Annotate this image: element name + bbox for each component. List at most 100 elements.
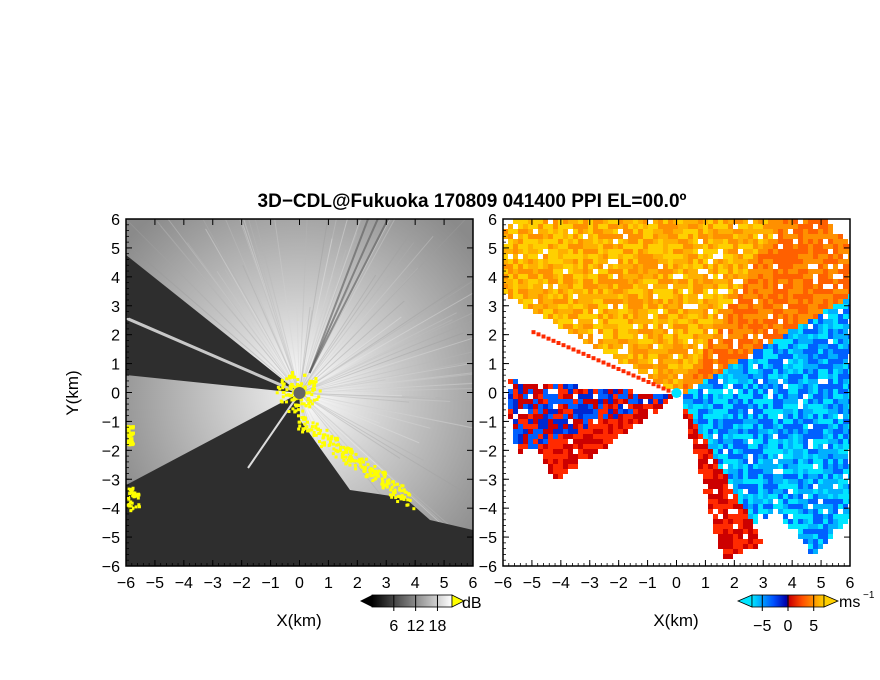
velocity-pixel — [538, 234, 543, 239]
velocity-pixel — [628, 224, 633, 229]
velocity-pixel — [533, 279, 538, 284]
velocity-pixel — [803, 404, 808, 409]
velocity-pixel — [708, 354, 713, 359]
velocity-pixel — [623, 394, 628, 399]
velocity-pixel — [763, 419, 768, 424]
velocity-pixel — [793, 489, 798, 494]
velocity-pixel — [583, 389, 588, 394]
velocity-pixel — [758, 409, 763, 414]
velocity-pixel — [608, 409, 613, 414]
velocity-pixel — [738, 394, 743, 399]
reflectivity-streak — [299, 373, 473, 394]
velocity-pixel — [788, 269, 793, 274]
velocity-pixel — [678, 384, 683, 389]
reflectivity-streak — [299, 392, 378, 468]
velocity-pixel — [588, 244, 593, 249]
velocity-pixel — [728, 429, 733, 434]
velocity-pixel — [808, 219, 813, 224]
velocity-pixel — [663, 379, 668, 384]
velocity-pixel — [548, 229, 553, 234]
velocity-pixel — [783, 439, 788, 444]
velocity-pixel — [718, 304, 723, 309]
velocity-pixel — [673, 344, 678, 349]
velocity-pixel — [738, 259, 743, 264]
velocity-pixel — [743, 314, 748, 319]
velocity-pixel — [758, 364, 763, 369]
velocity-pixel — [568, 284, 573, 289]
velocity-pixel — [808, 409, 813, 414]
reflectivity-echo-pixel — [377, 469, 381, 473]
velocity-pixel — [573, 304, 578, 309]
velocity-pixel — [848, 364, 850, 369]
velocity-pixel — [698, 449, 703, 454]
reflectivity-echo-pixel — [127, 497, 131, 501]
velocity-pixel — [728, 289, 733, 294]
velocity-pixel — [798, 259, 803, 264]
velocity-pixel — [703, 434, 708, 439]
velocity-pixel — [548, 464, 553, 469]
velocity-pixel — [538, 439, 543, 444]
velocity-pixel — [708, 279, 713, 284]
velocity-pixel — [573, 404, 578, 409]
reflectivity-echo-pixel — [393, 488, 397, 492]
velocity-pixel — [548, 284, 553, 289]
velocity-pixel — [803, 364, 808, 369]
velocity-pixel — [608, 254, 613, 259]
velocity-pixel — [808, 514, 813, 519]
velocity-pixel — [718, 544, 723, 549]
velocity-pixel — [823, 339, 828, 344]
velocity-pixel — [843, 464, 848, 469]
velocity-pixel — [533, 284, 538, 289]
velocity-pixel — [693, 274, 698, 279]
velocity-pixel — [568, 289, 573, 294]
velocity-pixel — [573, 279, 578, 284]
velocity-pixel — [803, 284, 808, 289]
velocity-pixel — [693, 419, 698, 424]
velocity-pixel — [688, 404, 693, 409]
velocity-pixel — [838, 369, 843, 374]
velocity-pixel — [723, 399, 728, 404]
reflectivity-echo-pixel — [326, 434, 330, 438]
velocity-pixel — [583, 269, 588, 274]
velocity-pixel — [803, 514, 808, 519]
velocity-pixel — [558, 389, 563, 394]
velocity-pixel — [818, 514, 823, 519]
velocity-pixel — [758, 384, 763, 389]
velocity-pixel — [818, 299, 823, 304]
x-tick-label: 2 — [730, 575, 739, 592]
velocity-pixel — [808, 259, 813, 264]
velocity-pixel — [828, 514, 833, 519]
velocity-pixel — [753, 429, 758, 434]
reflectivity-colorbar-bar — [371, 594, 453, 608]
velocity-pixel — [823, 524, 828, 529]
velocity-pixel — [518, 399, 523, 404]
velocity-pixel — [551, 338, 556, 343]
velocity-pixel — [633, 339, 638, 344]
velocity-pixel — [818, 529, 823, 534]
velocity-pixel — [733, 249, 738, 254]
velocity-pixel — [723, 299, 728, 304]
reflectivity-echo-pixel — [308, 405, 312, 409]
reflectivity-echo-pixel — [132, 491, 136, 495]
velocity-pixel — [643, 404, 648, 409]
velocity-pixel — [793, 329, 798, 334]
x-tick-label: 0 — [672, 575, 681, 592]
velocity-pixel — [558, 269, 563, 274]
reflectivity-streak — [299, 292, 473, 394]
velocity-pixel — [833, 479, 838, 484]
velocity-pixel — [708, 244, 713, 249]
velocity-pixel — [803, 219, 808, 224]
velocity-pixel — [728, 534, 733, 539]
velocity-pixel — [588, 224, 593, 229]
velocity-pixel — [588, 434, 593, 439]
velocity-pixel — [663, 334, 668, 339]
velocity-pixel — [508, 239, 513, 244]
velocity-pixel — [503, 229, 508, 234]
velocity-pixel — [773, 304, 778, 309]
velocity-pixel — [843, 364, 848, 369]
velocity-pixel — [683, 274, 688, 279]
velocity-pixel — [613, 354, 618, 359]
velocity-pixel — [633, 319, 638, 324]
velocity-pixel — [653, 264, 658, 269]
velocity-pixel — [813, 299, 818, 304]
